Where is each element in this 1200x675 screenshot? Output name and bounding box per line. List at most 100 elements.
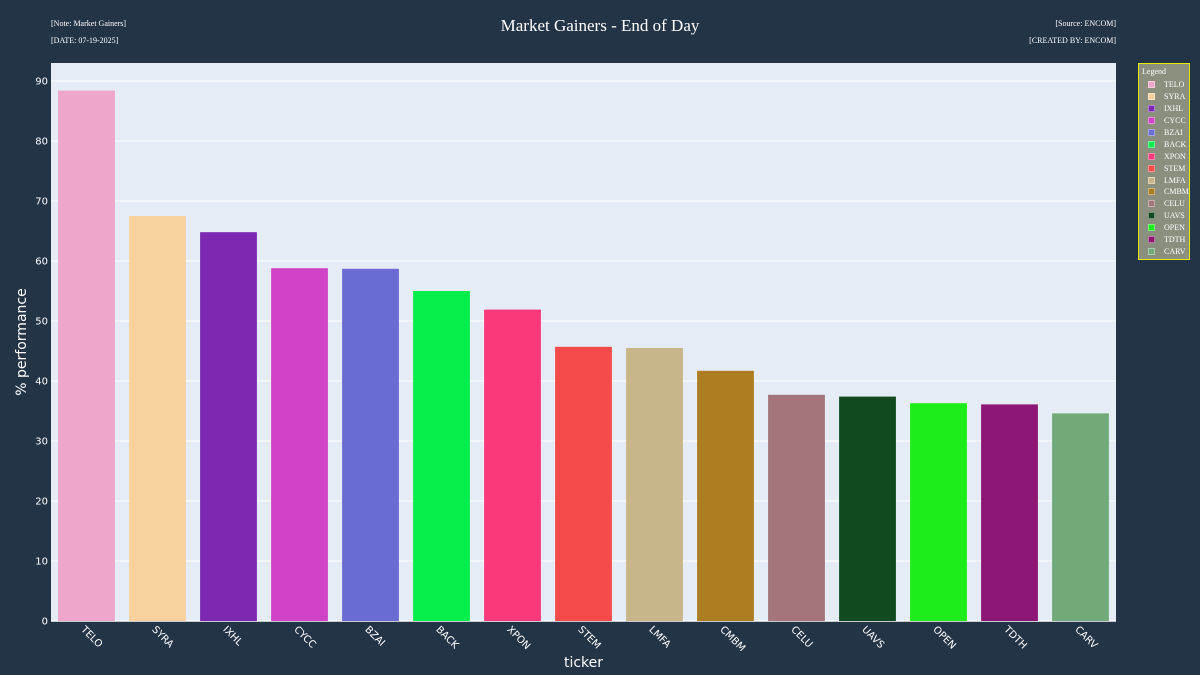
bar-carv[interactable] bbox=[1052, 413, 1109, 621]
legend-label: CYCC bbox=[1164, 116, 1186, 126]
legend-item-lmfa[interactable]: LMFA bbox=[1142, 174, 1187, 186]
y-tick-labels: 0 10 20 30 40 50 60 70 80 90 bbox=[35, 77, 48, 628]
created-by-label: [CREATED BY: ENCOM] bbox=[1029, 36, 1116, 45]
legend-label: LMFA bbox=[1164, 175, 1186, 185]
legend-swatch bbox=[1148, 188, 1155, 196]
legend-item-tdth[interactable]: TDTH bbox=[1142, 234, 1187, 246]
legend-swatch bbox=[1148, 152, 1155, 160]
bar-celu[interactable] bbox=[768, 394, 825, 621]
legend-label: BACK bbox=[1164, 139, 1187, 149]
x-tick-label: STEM bbox=[575, 624, 602, 651]
y-tick-label: 70 bbox=[35, 197, 48, 208]
x-tick-label: TELO bbox=[78, 624, 105, 651]
legend-label: IXHL bbox=[1164, 104, 1184, 114]
note-label: [Note: Market Gainers] bbox=[51, 19, 127, 28]
y-tick-label: 30 bbox=[35, 437, 48, 448]
x-tick-label: OPEN bbox=[930, 624, 957, 651]
y-tick-label: 20 bbox=[35, 497, 48, 508]
y-tick-label: 80 bbox=[35, 137, 48, 148]
legend-item-uavs[interactable]: UAVS bbox=[1142, 210, 1187, 222]
legend-item-open[interactable]: OPEN bbox=[1142, 222, 1187, 234]
y-tick-label: 40 bbox=[35, 377, 48, 388]
bar-lmfa[interactable] bbox=[626, 348, 683, 621]
legend-label: CMBM bbox=[1164, 187, 1189, 197]
bar-uavs[interactable] bbox=[839, 396, 896, 621]
legend: Legend TELO SYRA IXHL CYCC BZAI BACK XPON STEM L… bbox=[1138, 63, 1190, 260]
bar-open[interactable] bbox=[910, 403, 967, 621]
bar-cmbm[interactable] bbox=[697, 370, 754, 621]
legend-swatch bbox=[1148, 117, 1155, 125]
legend-label: OPEN bbox=[1164, 223, 1185, 233]
legend-label: TELO bbox=[1164, 80, 1185, 90]
bar-tdth[interactable] bbox=[981, 404, 1038, 621]
y-tick-label: 50 bbox=[35, 317, 48, 328]
y-tick-label: 10 bbox=[35, 557, 48, 568]
x-tick-label: UAVS bbox=[859, 624, 886, 651]
x-axis-label: ticker bbox=[564, 655, 603, 671]
x-tick-label: CMBM bbox=[717, 624, 747, 654]
bar-syra[interactable] bbox=[129, 216, 186, 621]
legend-label: CARV bbox=[1164, 246, 1186, 256]
y-tick-label: 60 bbox=[35, 257, 48, 268]
source-label: [Source: ENCOM] bbox=[1055, 19, 1116, 28]
legend-item-syra[interactable]: SYRA bbox=[1142, 91, 1187, 103]
legend-item-telo[interactable]: TELO bbox=[1142, 79, 1187, 91]
legend-swatch bbox=[1148, 224, 1155, 232]
bar-ixhl[interactable] bbox=[200, 232, 257, 621]
legend-item-stem[interactable]: STEM bbox=[1142, 162, 1187, 174]
legend-item-ixhl[interactable]: IXHL bbox=[1142, 103, 1187, 115]
y-tick-label: 0 bbox=[42, 617, 48, 628]
x-tick-label: XPON bbox=[504, 624, 532, 652]
x-tick-label: CARV bbox=[1072, 624, 1099, 651]
legend-swatch bbox=[1148, 129, 1155, 136]
bars bbox=[58, 90, 1109, 622]
legend-label: CELU bbox=[1164, 199, 1185, 209]
x-tick-label: BZAI bbox=[362, 624, 386, 648]
legend-swatch bbox=[1148, 247, 1155, 255]
legend-label: TDTH bbox=[1164, 235, 1186, 245]
x-tick-label: LMFA bbox=[646, 624, 672, 650]
y-tick-label: 90 bbox=[35, 77, 48, 88]
legend-label: STEM bbox=[1164, 163, 1186, 173]
x-tick-labels: TELO SYRA IXHL CYCC BZAI BACK XPON STEM LMFA CMBM… bbox=[78, 624, 1100, 654]
bar-back[interactable] bbox=[413, 291, 470, 621]
legend-item-cycc[interactable]: CYCC bbox=[1142, 115, 1187, 127]
legend-items: TELO SYRA IXHL CYCC BZAI BACK XPON STEM LMFA CMBM… bbox=[1142, 79, 1189, 257]
legend-swatch bbox=[1148, 200, 1155, 208]
legend-swatch bbox=[1148, 236, 1155, 244]
x-tick-label: BACK bbox=[433, 624, 460, 651]
bar-cycc[interactable] bbox=[271, 268, 328, 621]
legend-swatch bbox=[1148, 105, 1155, 113]
bar-stem[interactable] bbox=[555, 346, 612, 621]
bar-xpon[interactable] bbox=[484, 309, 541, 621]
legend-item-xpon[interactable]: XPON bbox=[1142, 150, 1187, 162]
date-label: [DATE: 07-19-2025] bbox=[51, 36, 119, 45]
x-tick-label: IXHL bbox=[220, 624, 244, 648]
x-tick-label: SYRA bbox=[149, 624, 175, 650]
legend-item-bzai[interactable]: BZAI bbox=[1142, 127, 1187, 139]
legend-item-cmbm[interactable]: CMBM bbox=[1142, 186, 1189, 198]
x-tick-label: CYCC bbox=[291, 624, 317, 650]
bar-telo[interactable] bbox=[58, 90, 115, 622]
legend-label: XPON bbox=[1164, 151, 1186, 161]
legend-swatch bbox=[1148, 164, 1155, 172]
legend-item-celu[interactable]: CELU bbox=[1142, 198, 1187, 210]
x-tick-label: CELU bbox=[788, 624, 814, 650]
legend-item-back[interactable]: BACK bbox=[1142, 138, 1187, 150]
legend-swatch bbox=[1148, 212, 1155, 220]
legend-swatch bbox=[1148, 81, 1155, 89]
legend-label: BZAI bbox=[1164, 128, 1183, 137]
chart-title: Market Gainers - End of Day bbox=[500, 16, 700, 35]
legend-swatch bbox=[1148, 176, 1155, 184]
y-axis-label: % performance bbox=[14, 288, 30, 395]
bar-bzai[interactable] bbox=[342, 268, 399, 621]
legend-swatch bbox=[1148, 93, 1155, 101]
legend-label: SYRA bbox=[1164, 92, 1186, 102]
legend-swatch bbox=[1148, 140, 1155, 148]
legend-title: Legend bbox=[1142, 67, 1166, 76]
legend-label: UAVS bbox=[1164, 211, 1185, 221]
x-tick-label: TDTH bbox=[1001, 624, 1029, 652]
legend-item-carv[interactable]: CARV bbox=[1142, 245, 1187, 257]
